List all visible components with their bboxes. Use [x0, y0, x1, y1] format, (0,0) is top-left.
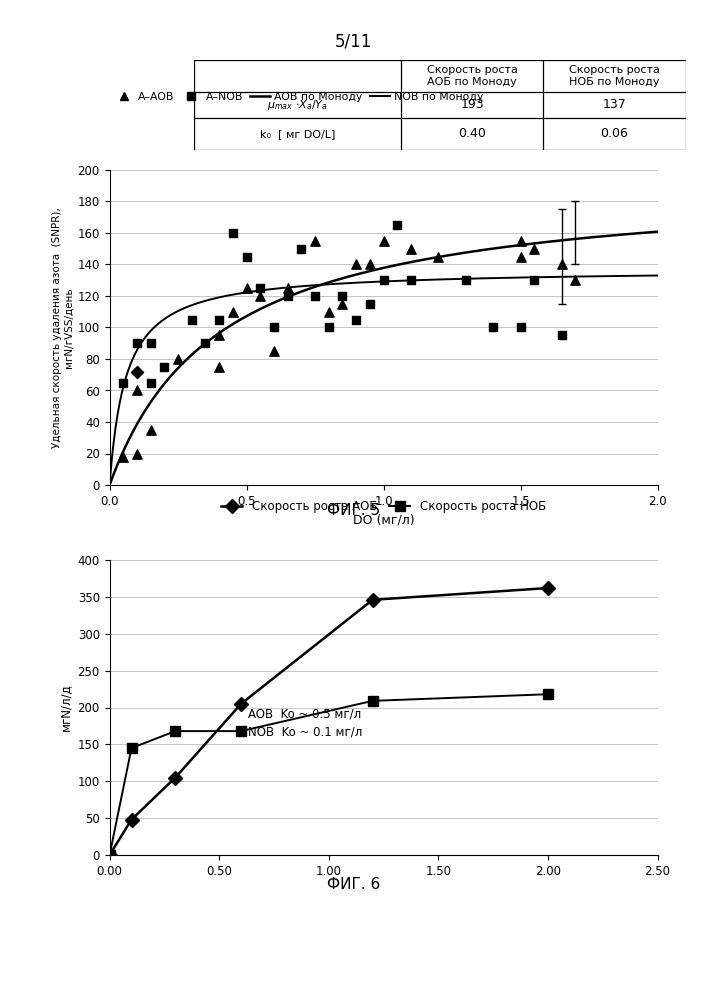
Text: 137: 137: [602, 99, 626, 111]
Point: [570, 272, 581, 288]
Text: ФИГ. 6: ФИГ. 6: [327, 877, 380, 892]
Point: [433, 249, 444, 265]
Point: [200, 335, 211, 351]
Point: [145, 375, 156, 391]
Point: [515, 320, 526, 336]
Point: [487, 320, 498, 336]
Point: [145, 335, 156, 351]
Text: ФИГ. 5: ФИГ. 5: [327, 503, 380, 518]
Point: [214, 359, 225, 375]
Point: [515, 249, 526, 265]
Point: [241, 249, 252, 265]
Point: [556, 327, 567, 343]
Point: [556, 256, 567, 272]
Point: [378, 233, 389, 249]
Point: [132, 335, 143, 351]
Text: 193: 193: [460, 99, 484, 111]
Point: [337, 288, 348, 304]
Text: Скорость роста
АОБ по Моноду: Скорость роста АОБ по Моноду: [426, 65, 518, 87]
Text: $\mu_{max}$ $\cdot X_a/Y_a$: $\mu_{max}$ $\cdot X_a/Y_a$: [267, 98, 328, 112]
Point: [132, 446, 143, 462]
Point: [364, 296, 375, 312]
Point: [392, 217, 403, 233]
Point: [255, 288, 266, 304]
Point: [145, 422, 156, 438]
Point: [117, 375, 129, 391]
Legend: Скорость роста АОБ, Скорость роста НОБ: Скорость роста АОБ, Скорость роста НОБ: [216, 495, 551, 518]
Point: [268, 320, 279, 336]
Point: [529, 272, 540, 288]
Point: [214, 312, 225, 328]
Point: [117, 449, 129, 465]
Point: [337, 296, 348, 312]
Point: [529, 241, 540, 257]
Point: [405, 241, 416, 257]
Y-axis label: мгN/л/д: мгN/л/д: [59, 684, 72, 731]
Text: k₀  [ мг DO/L]: k₀ [ мг DO/L]: [260, 129, 335, 139]
Point: [268, 343, 279, 359]
Point: [310, 288, 321, 304]
Point: [255, 280, 266, 296]
Text: 0.06: 0.06: [601, 127, 629, 140]
Point: [296, 241, 307, 257]
Point: [241, 280, 252, 296]
Point: [132, 364, 143, 380]
Point: [132, 382, 143, 398]
Point: [323, 320, 334, 336]
Text: AOB  Ko ~ 0.5 мг/л: AOB Ko ~ 0.5 мг/л: [247, 708, 361, 720]
Point: [460, 272, 472, 288]
Point: [351, 312, 362, 328]
Point: [173, 351, 184, 367]
Point: [282, 280, 293, 296]
Text: 0.40: 0.40: [458, 127, 486, 140]
Point: [378, 272, 389, 288]
Legend: A–AOB, A–NOB, AOB по Моноду, NOB по Моноду: A–AOB, A–NOB, AOB по Моноду, NOB по Моно…: [110, 87, 488, 106]
Text: Скорость роста
НОБ по Моноду: Скорость роста НОБ по Моноду: [569, 65, 660, 87]
Text: NOB  Ko ~ 0.1 мг/л: NOB Ko ~ 0.1 мг/л: [247, 726, 362, 739]
Point: [405, 272, 416, 288]
Point: [282, 288, 293, 304]
Text: 5/11: 5/11: [335, 32, 372, 50]
Point: [323, 304, 334, 320]
Point: [186, 312, 197, 328]
Point: [214, 327, 225, 343]
Point: [515, 233, 526, 249]
Point: [351, 256, 362, 272]
Point: [158, 359, 170, 375]
Point: [227, 225, 238, 241]
Y-axis label: Удельная скорость удаления азота  (SNPR),
мгN/гVSS/день: Удельная скорость удаления азота (SNPR),…: [52, 207, 74, 448]
Point: [227, 304, 238, 320]
X-axis label: DO (мг/л): DO (мг/л): [353, 513, 414, 526]
Point: [364, 256, 375, 272]
Point: [310, 233, 321, 249]
